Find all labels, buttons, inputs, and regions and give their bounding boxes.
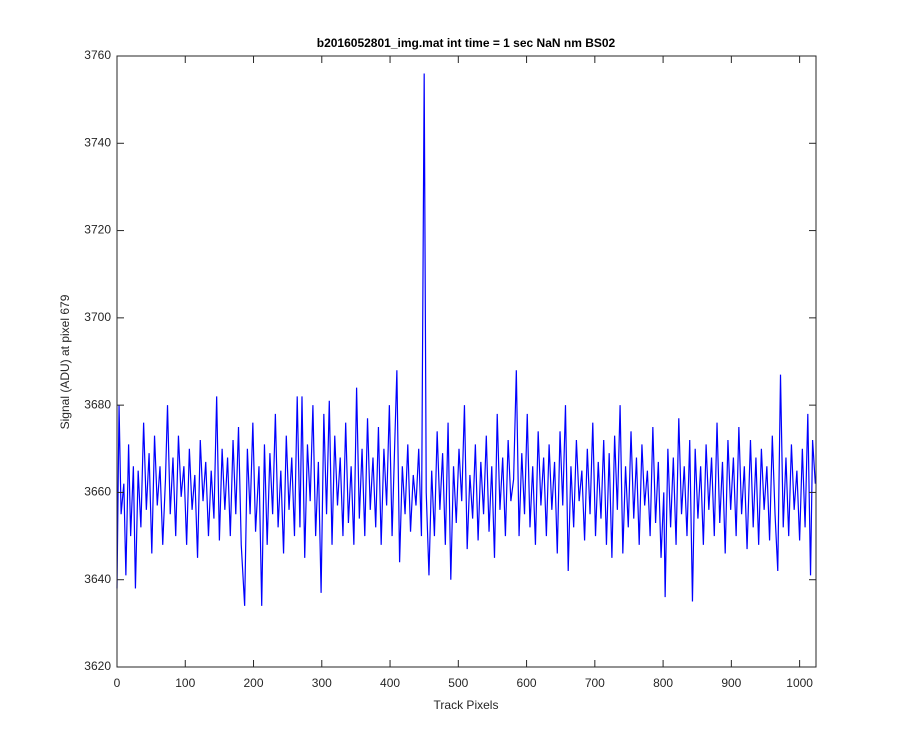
y-tick-label: 3680 [84,397,111,411]
x-tick-label: 600 [517,676,537,690]
x-tick-label: 200 [244,676,264,690]
y-tick-label: 3620 [84,659,111,673]
y-tick-label: 3640 [84,572,111,586]
y-tick-label: 3700 [84,310,111,324]
y-axis-label: Signal (ADU) at pixel 679 [58,294,72,429]
y-tick-label: 3740 [84,135,111,149]
x-tick-label: 0 [114,676,121,690]
y-tick-label: 3760 [84,48,111,62]
chart-title: b2016052801_img.mat int time = 1 sec NaN… [317,36,616,50]
x-tick-label: 300 [312,676,332,690]
x-axis-label: Track Pixels [434,698,499,712]
x-tick-label: 400 [380,676,400,690]
x-tick-label: 900 [721,676,741,690]
x-tick-label: 1000 [786,676,813,690]
plot-area [117,56,816,667]
x-tick-label: 700 [585,676,605,690]
y-tick-label: 3660 [84,485,111,499]
data-line [116,73,816,606]
x-tick-label: 100 [175,676,195,690]
x-tick-label: 800 [653,676,673,690]
axes-box [116,55,817,668]
y-tick-label: 3720 [84,223,111,237]
x-tick-label: 500 [448,676,468,690]
